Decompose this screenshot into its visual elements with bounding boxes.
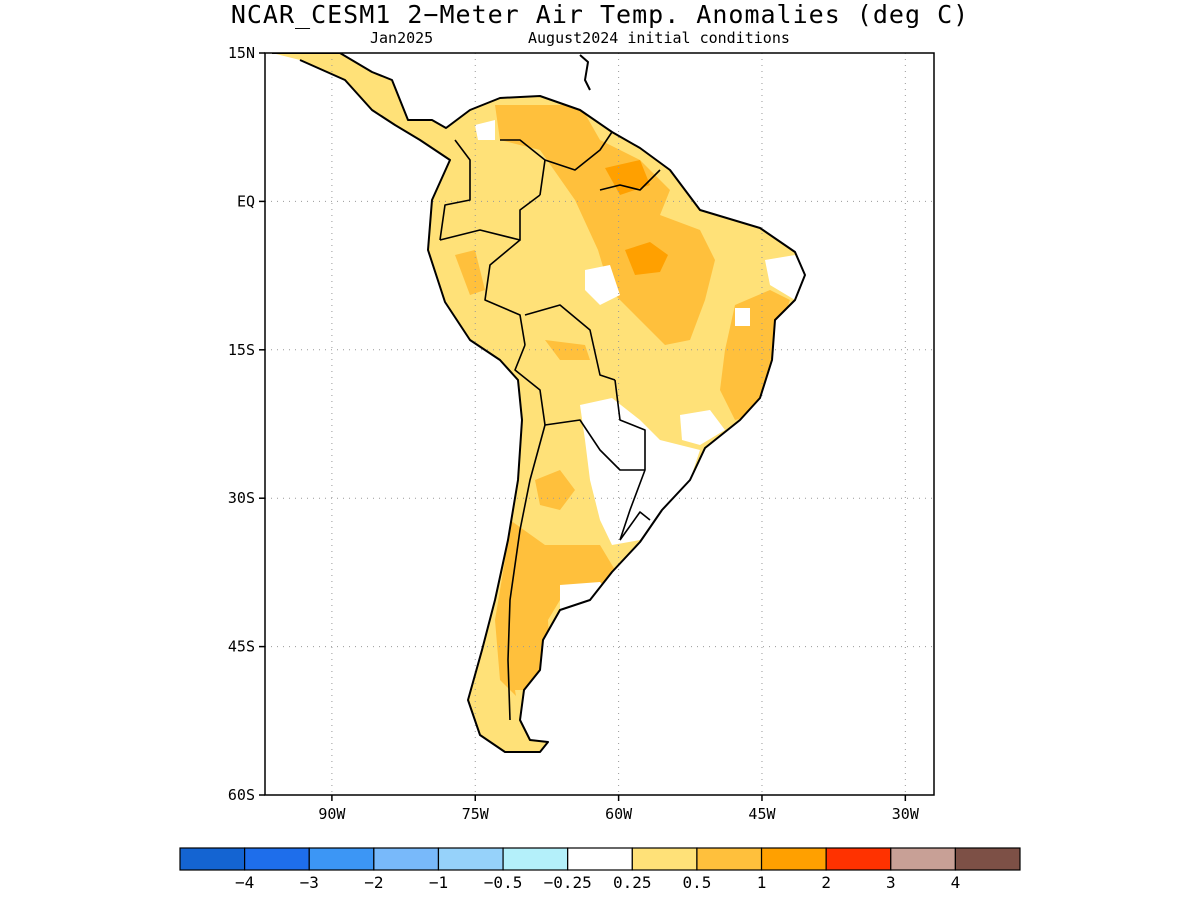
northeast-coast-neutral <box>765 255 805 300</box>
colorbar-swatch <box>308 847 375 871</box>
anomaly-shading <box>272 53 805 752</box>
paraguay-south-brazil-neutral <box>580 398 700 545</box>
axis-ticks <box>259 52 907 801</box>
colorbar-swatch <box>179 847 246 871</box>
colorbar-label: −0.5 <box>484 873 523 892</box>
colorbar-swatch <box>954 847 1021 871</box>
map-title: NCAR_CESM1 2−Meter Air Temp. Anomalies (… <box>230 0 970 29</box>
lat-tick-label: 15S <box>228 341 255 359</box>
colorbar-label: 3 <box>886 873 896 892</box>
lon-tick-label: 45W <box>748 805 776 823</box>
colorbar-swatch <box>696 847 763 871</box>
border-bolivia-brazil <box>524 304 616 381</box>
lat-tick-label: EQ <box>237 192 255 210</box>
colorbar-label: 2 <box>821 873 831 892</box>
country-borders <box>439 131 661 721</box>
southeast-brazil-neutral <box>680 410 725 445</box>
argentina-patagonia-warm-shading <box>495 520 615 700</box>
bolivia-warm-shading <box>545 340 590 360</box>
colorbar-swatch <box>825 847 892 871</box>
lat-tick-label: 15N <box>228 44 255 62</box>
border-peru-brazil <box>484 239 526 346</box>
colorbar-swatch <box>890 847 956 871</box>
colorbar-label: 1 <box>757 873 767 892</box>
colorbar-swatch <box>373 847 440 871</box>
valid-month-label: Jan2025 <box>370 29 434 47</box>
colorbar-swatch <box>631 847 698 871</box>
lon-tick-label: 90W <box>318 805 346 823</box>
south-america-coastline <box>272 53 806 753</box>
colorbar-label: −1 <box>429 873 448 892</box>
lon-tick-label: 75W <box>462 805 490 823</box>
axis-tick-labels: 15N EQ 15S 30S 45S 60S 90W 75W 60W 45W 30W <box>228 44 920 823</box>
init-conditions-label: August2024 initial conditions <box>528 29 790 47</box>
border-argentina-paraguay <box>544 419 645 471</box>
border-venezuela-guyana <box>544 131 613 171</box>
border-guianas <box>599 169 661 191</box>
border-paraguay-brazil <box>614 379 646 541</box>
colorbar-label: −0.25 <box>544 873 592 892</box>
neutral-pixel <box>735 308 750 326</box>
lat-tick-label: 60S <box>228 786 255 804</box>
amazon-hot-spot <box>625 242 668 275</box>
border-colombia-venezuela <box>500 139 546 196</box>
argentina-north-warm-shading <box>535 470 575 510</box>
venezuela-neutral <box>475 120 495 140</box>
western-amazon-neutral <box>585 265 620 305</box>
border-chile-argentina <box>507 424 546 721</box>
colorbar-swatch <box>437 847 504 871</box>
colorbar-swatch <box>760 847 827 871</box>
amazon-warm-shading <box>495 105 715 345</box>
colorbar-label: −3 <box>300 873 319 892</box>
lat-tick-label: 45S <box>228 638 255 656</box>
colorbar-label: 0.5 <box>682 873 711 892</box>
colorbar-labels: −4 −3 −2 −1 −0.5 −0.25 0.25 0.5 1 2 3 4 <box>235 873 960 892</box>
lat-tick-label: 30S <box>228 489 255 507</box>
colorbar-label: 4 <box>951 873 961 892</box>
map-frame <box>264 52 935 796</box>
colorbar-swatch <box>502 847 569 871</box>
border-colombia-ecuador <box>439 139 471 241</box>
border-uruguay <box>619 511 651 541</box>
lon-tick-label: 30W <box>892 805 920 823</box>
peru-warm-shading <box>455 250 485 295</box>
colorbar-swatch <box>244 847 310 871</box>
colorbar-label: 0.25 <box>613 873 652 892</box>
lon-tick-label: 60W <box>605 805 633 823</box>
colorbar-label: −2 <box>364 873 383 892</box>
colorbar-label: −4 <box>235 873 254 892</box>
coastline <box>272 53 806 753</box>
colorbar <box>179 847 1021 871</box>
caribbean-coast <box>579 54 591 91</box>
border-peru-bolivia <box>514 344 546 426</box>
colorbar-swatch <box>567 847 633 871</box>
